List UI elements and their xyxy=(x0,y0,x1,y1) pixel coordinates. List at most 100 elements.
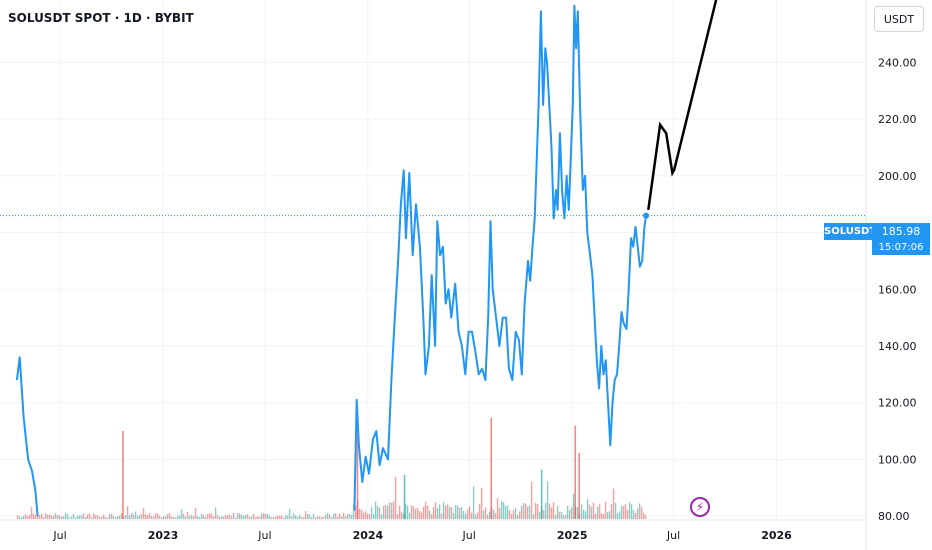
volume-bar xyxy=(516,514,519,519)
volume-bar xyxy=(612,488,615,519)
volume-bar xyxy=(138,515,141,519)
volume-bar xyxy=(204,516,207,519)
volume-bar xyxy=(488,511,491,519)
volume-bar xyxy=(572,493,575,519)
volume-spike xyxy=(574,425,577,519)
volume-bar xyxy=(394,476,397,519)
volume-bar xyxy=(78,515,81,519)
volume-bar xyxy=(48,514,51,519)
volume-bar xyxy=(508,510,511,519)
volume-bar xyxy=(218,516,221,519)
volume-bar xyxy=(386,505,389,519)
volume-bar xyxy=(368,514,371,519)
volume-bar xyxy=(72,513,75,519)
volume-bar xyxy=(496,497,499,519)
volume-bar xyxy=(116,516,119,519)
volume-bar xyxy=(634,513,637,519)
volume-bar xyxy=(374,501,377,519)
time-axis[interactable]: Jul 2023 Jul 2024 Jul 2025 Jul 2026 xyxy=(0,519,866,542)
volume-bar xyxy=(86,514,89,519)
volume-bar xyxy=(316,516,319,519)
bar-countdown: 15:07:06 xyxy=(872,240,930,255)
volume-bar xyxy=(576,507,579,519)
volume-bar xyxy=(566,505,569,519)
volume-bar xyxy=(62,516,65,519)
volume-bar xyxy=(350,514,353,519)
lightning-icon[interactable]: ⚡ xyxy=(690,497,710,517)
volume-bar xyxy=(94,515,97,519)
volume-bar xyxy=(402,513,405,519)
volume-bar xyxy=(74,517,77,519)
volume-bar xyxy=(640,506,643,519)
volume-bar xyxy=(140,514,143,519)
volume-bar xyxy=(418,510,421,519)
volume-bar xyxy=(412,506,415,519)
volume-bar xyxy=(212,516,215,519)
volume-bar xyxy=(280,515,283,519)
volume-bar xyxy=(580,504,583,519)
volume-bar xyxy=(20,517,23,519)
volume-bar xyxy=(278,515,281,519)
volume-spike xyxy=(540,469,543,519)
x-tick-label: Jul xyxy=(462,529,476,542)
volume-bar xyxy=(194,507,197,519)
volume-bar xyxy=(538,511,541,519)
volume-bar xyxy=(256,515,259,519)
volume-bar xyxy=(468,506,471,519)
volume-bar xyxy=(46,514,49,519)
volume-bar xyxy=(372,513,375,519)
x-tick-label: 2023 xyxy=(148,529,179,542)
volume-bar xyxy=(102,514,105,519)
volume-bar xyxy=(50,515,53,519)
volume-bar xyxy=(586,499,589,519)
volume-spike xyxy=(122,431,124,519)
volume-bar xyxy=(68,517,71,519)
volume-bar xyxy=(56,515,59,519)
volume-bar xyxy=(400,512,403,519)
price-axis[interactable]: 80.00100.00120.00140.00160.00180.00200.0… xyxy=(865,0,917,550)
volume-bar xyxy=(522,503,525,519)
volume-bar xyxy=(510,513,513,519)
volume-bar xyxy=(454,505,457,519)
symbol-title[interactable]: SOLUSDT SPOT · 1D · BYBIT xyxy=(8,11,194,25)
x-tick-label: Jul xyxy=(666,529,680,542)
volume-bar xyxy=(210,513,213,519)
volume-bar xyxy=(58,515,61,519)
volume-bar xyxy=(318,516,321,519)
volume-bar xyxy=(352,504,355,519)
volume-bar xyxy=(544,502,547,519)
volume-bar xyxy=(512,510,515,519)
volume-bar xyxy=(600,512,603,519)
volume-bar xyxy=(426,505,429,519)
volume-bar xyxy=(60,516,63,519)
volume-bar xyxy=(346,513,349,519)
currency-button[interactable]: USDT xyxy=(874,6,924,32)
volume-bar xyxy=(470,512,473,519)
volume-bar xyxy=(112,515,115,519)
projection-drawing[interactable] xyxy=(647,0,718,211)
volume-bar xyxy=(594,513,597,519)
volume-bar xyxy=(28,514,31,519)
volume-bar xyxy=(202,514,205,519)
volume-bar xyxy=(518,511,521,519)
volume-bar xyxy=(414,508,417,519)
volume-bar xyxy=(206,513,209,519)
volume-bar xyxy=(530,481,533,519)
volume-bar xyxy=(410,505,413,519)
volume-spike xyxy=(356,425,359,519)
volume-bar xyxy=(272,516,275,519)
volume-bar xyxy=(298,514,301,519)
volume-bar xyxy=(596,506,599,519)
volume-bar xyxy=(480,488,483,519)
volume-bar xyxy=(220,516,223,519)
y-tick-label: 140.00 xyxy=(878,340,917,353)
volume-bar xyxy=(16,515,19,519)
volume-bar xyxy=(392,501,395,519)
volume-bar xyxy=(136,515,139,519)
volume-bar xyxy=(378,507,381,519)
x-tick-label: 2025 xyxy=(557,529,588,542)
volume-bar xyxy=(528,505,531,519)
volume-bar xyxy=(444,505,447,519)
volume-bar xyxy=(608,511,611,519)
